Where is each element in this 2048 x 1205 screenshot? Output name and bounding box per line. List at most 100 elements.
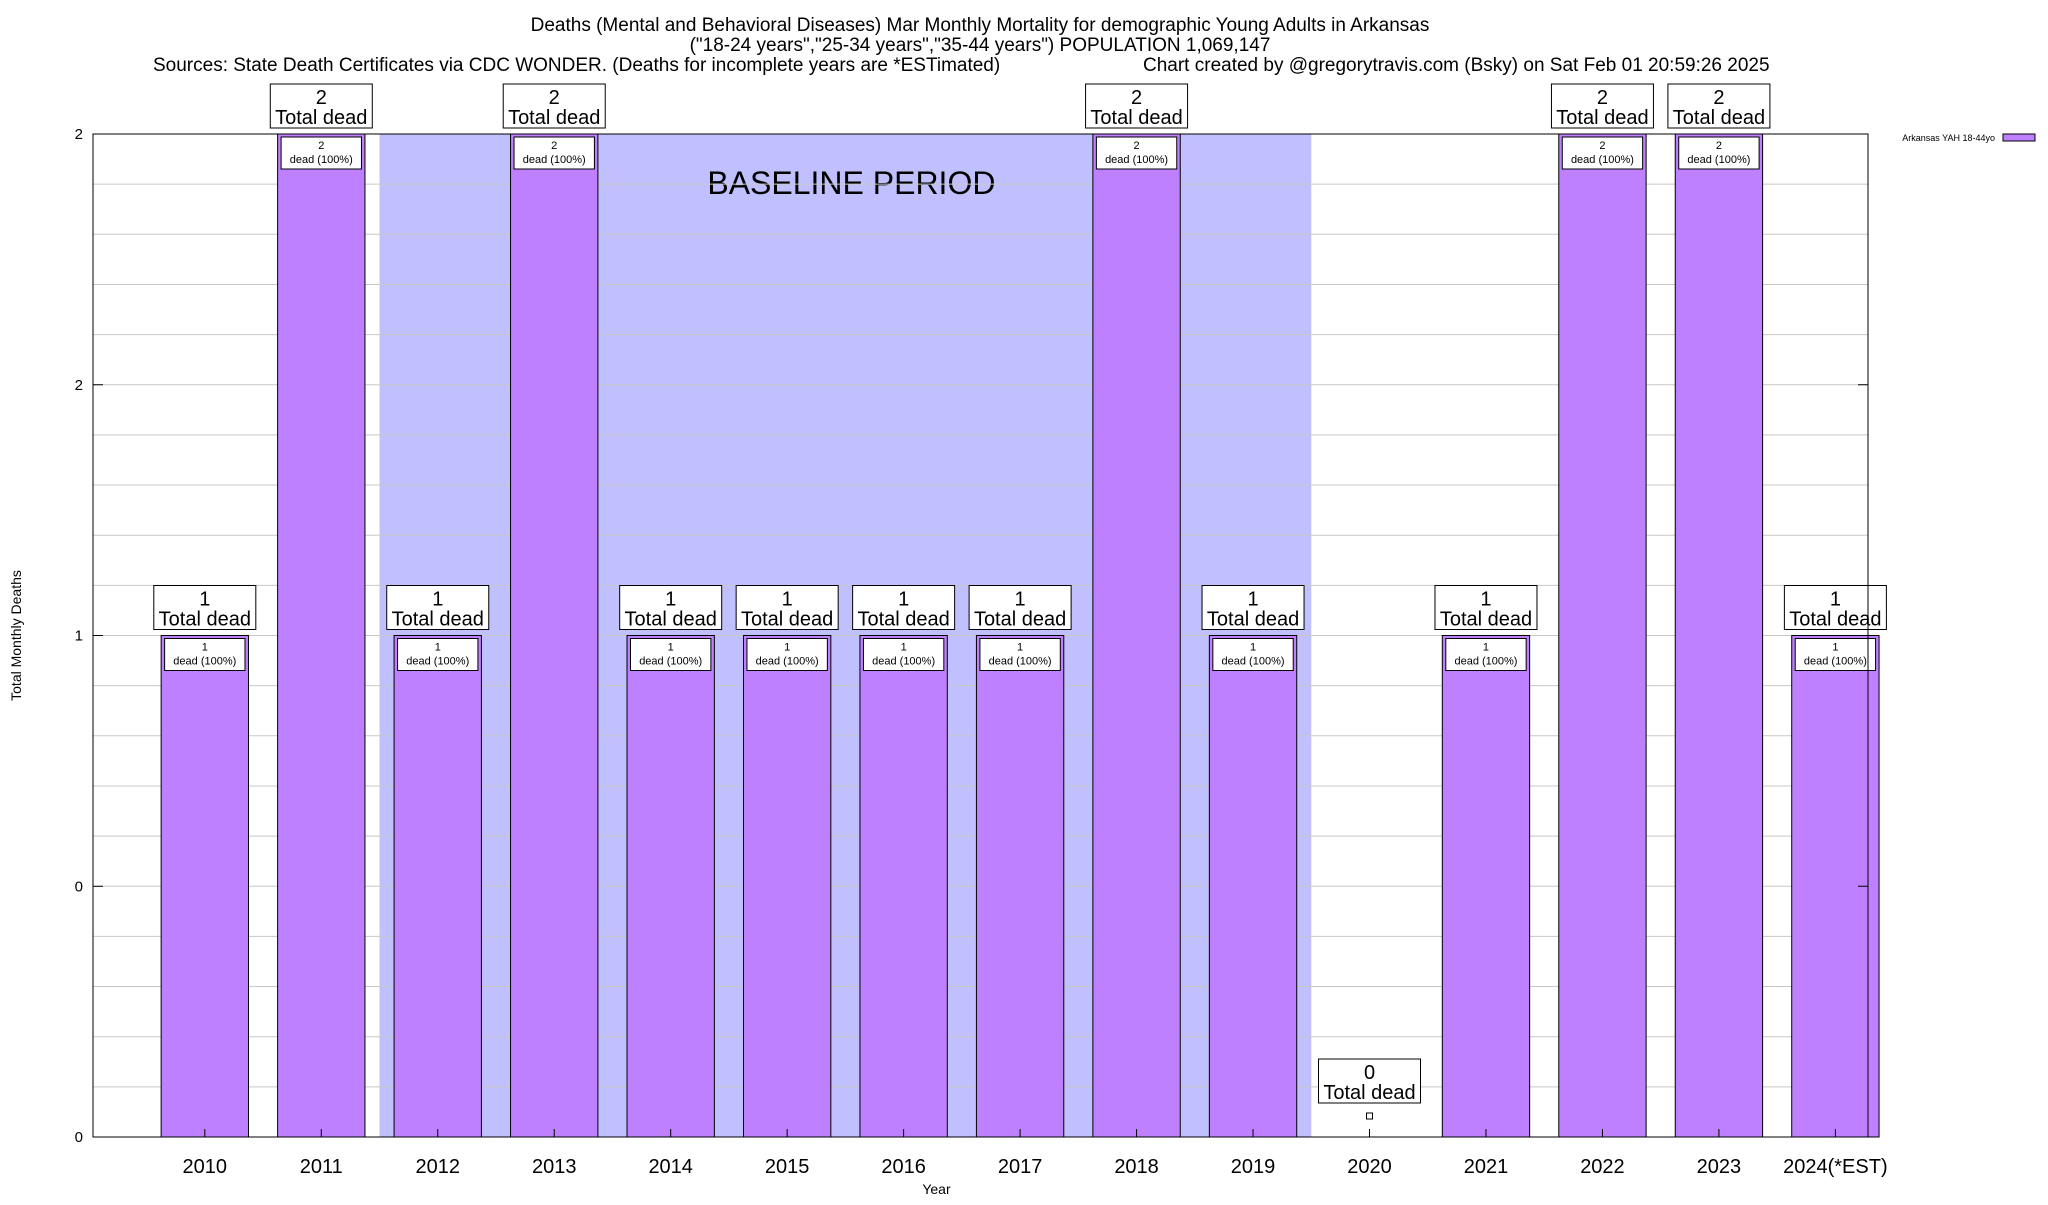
total-label-box xyxy=(1201,585,1305,630)
total-label-box xyxy=(1550,83,1654,129)
total-count-label: 1 xyxy=(1480,589,1491,611)
segment-label-box xyxy=(862,638,945,671)
total-count-label: 1 xyxy=(782,589,793,611)
total-label-box xyxy=(1783,585,1887,630)
segment-label-box xyxy=(630,638,712,671)
x-axis-title: Year xyxy=(922,1181,951,1197)
x-tick-label: 2014 xyxy=(648,1156,693,1178)
total-count-label: 2 xyxy=(1597,87,1608,109)
legend-swatch xyxy=(2002,133,2036,142)
bar xyxy=(277,133,366,1138)
total-label-box xyxy=(1085,83,1189,129)
bar xyxy=(1441,635,1531,1138)
x-tick-label: 2021 xyxy=(1464,1156,1509,1178)
segment-label-box xyxy=(746,638,828,671)
total-text-label: Total dead xyxy=(1673,107,1765,129)
total-count-label: 1 xyxy=(665,589,676,611)
total-text-label: Total dead xyxy=(1556,107,1648,129)
x-tick-label: 2023 xyxy=(1697,1156,1742,1178)
total-text-label: Total dead xyxy=(1789,609,1881,631)
total-text-label: Total dead xyxy=(1440,609,1532,631)
credit-text: Chart created by @gregorytravis.com (Bsk… xyxy=(1143,55,1770,76)
x-tick-label: 2010 xyxy=(183,1156,228,1178)
segment-count-label: 1 xyxy=(202,642,208,654)
zero-marker xyxy=(1366,1112,1374,1120)
chart-subtitle: ("18-24 years","25-34 years","35-44 year… xyxy=(690,35,1271,56)
total-label-box xyxy=(269,83,373,129)
sources-text: Sources: State Death Certificates via CD… xyxy=(153,55,1000,76)
baseline-label: BASELINE PERIOD xyxy=(707,165,995,201)
segment-count-label: 2 xyxy=(1716,140,1722,152)
total-count-label: 2 xyxy=(1713,87,1724,109)
total-text-label: Total dead xyxy=(159,609,251,631)
total-text-label: Total dead xyxy=(392,609,484,631)
bar xyxy=(1674,133,1764,1138)
total-count-label: 1 xyxy=(199,589,210,611)
total-label-box xyxy=(1434,585,1538,630)
segment-count-label: 1 xyxy=(668,642,674,654)
total-label-box xyxy=(386,585,490,630)
bar xyxy=(1558,133,1647,1138)
segment-label-box xyxy=(280,136,362,170)
total-label-box xyxy=(1667,83,1771,129)
x-tick-label: 2019 xyxy=(1231,1156,1276,1178)
x-tick-label: 2017 xyxy=(998,1156,1043,1178)
total-label-box xyxy=(619,585,723,630)
segment-text-label: dead (100%) xyxy=(1804,656,1867,668)
total-text-label: Total dead xyxy=(1323,1082,1415,1104)
x-tick-label: 2024(*EST) xyxy=(1783,1156,1888,1178)
total-count-label: 0 xyxy=(1364,1062,1375,1084)
x-tick-label: 2016 xyxy=(881,1156,926,1178)
y-tick-label: 2 xyxy=(75,377,83,394)
total-count-label: 2 xyxy=(549,87,560,109)
total-count-label: 1 xyxy=(432,589,443,611)
segment-count-label: 1 xyxy=(1017,642,1023,654)
segment-label-box xyxy=(397,638,479,671)
total-count-label: 2 xyxy=(316,87,327,109)
total-label-box xyxy=(502,83,606,129)
segment-label-box xyxy=(1794,638,1877,671)
total-label-box xyxy=(1318,1058,1422,1104)
total-count-label: 2 xyxy=(1131,87,1142,109)
segment-label-box xyxy=(1678,136,1760,170)
segment-text-label: dead (100%) xyxy=(523,154,586,166)
y-tick-label: 1 xyxy=(75,628,83,645)
total-count-label: 1 xyxy=(898,589,909,611)
y-tick-label: 0 xyxy=(75,878,83,895)
segment-count-label: 1 xyxy=(1832,642,1838,654)
total-text-label: Total dead xyxy=(508,107,600,129)
segment-text-label: dead (100%) xyxy=(406,656,469,668)
x-tick-label: 2022 xyxy=(1580,1156,1625,1178)
segment-label-box xyxy=(1212,638,1294,671)
segment-label-box xyxy=(1445,638,1527,671)
segment-text-label: dead (100%) xyxy=(872,656,935,668)
segment-label-box xyxy=(979,638,1061,671)
segment-text-label: dead (100%) xyxy=(1454,656,1517,668)
segment-count-label: 1 xyxy=(784,642,790,654)
total-text-label: Total dead xyxy=(857,609,949,631)
segment-text-label: dead (100%) xyxy=(756,656,819,668)
total-text-label: Total dead xyxy=(1090,107,1182,129)
x-tick-label: 2011 xyxy=(300,1156,343,1178)
segment-count-label: 1 xyxy=(901,642,907,654)
segment-text-label: dead (100%) xyxy=(1571,154,1634,166)
total-label-box xyxy=(852,585,956,630)
segment-text-label: dead (100%) xyxy=(1105,154,1168,166)
segment-text-label: dead (100%) xyxy=(290,154,353,166)
y-tick-label: 0 xyxy=(75,1129,83,1146)
chart-title: Deaths (Mental and Behavioral Diseases) … xyxy=(531,15,1430,36)
total-count-label: 1 xyxy=(1015,589,1026,611)
segment-text-label: dead (100%) xyxy=(1687,154,1750,166)
bar xyxy=(510,133,599,1138)
segment-count-label: 2 xyxy=(318,140,324,152)
segment-label-box xyxy=(164,638,246,671)
bar xyxy=(1208,635,1298,1138)
segment-label-box xyxy=(1561,136,1644,170)
total-label-box xyxy=(735,585,839,630)
segment-label-box xyxy=(513,136,595,170)
segment-text-label: dead (100%) xyxy=(639,656,702,668)
segment-count-label: 1 xyxy=(1250,642,1256,654)
bar xyxy=(1092,133,1181,1138)
bar xyxy=(859,635,948,1138)
